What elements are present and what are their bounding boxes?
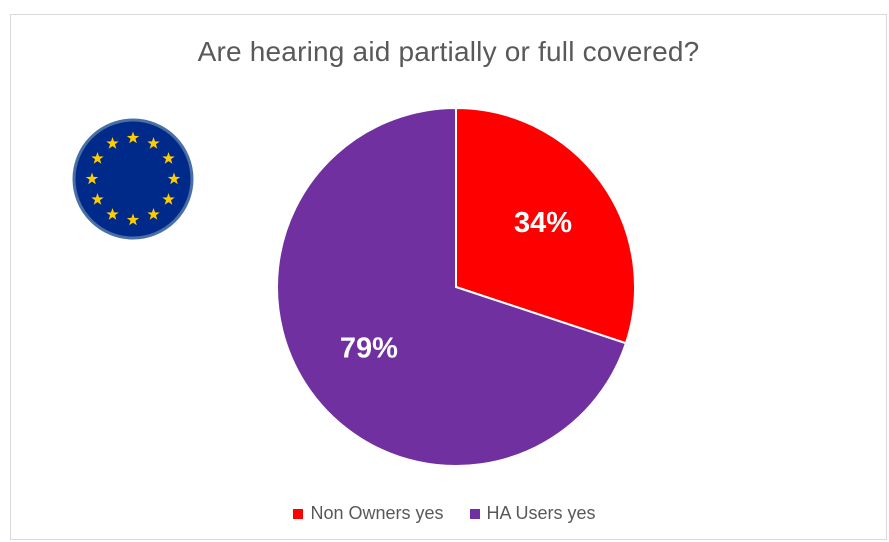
star-icon (162, 193, 175, 205)
legend-item-ha-users: HA Users yes (469, 503, 596, 524)
star-icon (147, 136, 160, 149)
legend-label-ha-users: HA Users yes (486, 503, 596, 523)
pie-labels: 34% 79% (340, 207, 572, 365)
star-icon (106, 208, 119, 220)
data-label-1: 79% (340, 333, 398, 365)
data-label-0: 34% (514, 207, 572, 239)
star-icon (91, 193, 104, 205)
star-icon (106, 136, 119, 149)
legend-swatch-non-owners (293, 508, 304, 519)
legend: Non Owners yes HA Users yes (0, 503, 889, 524)
star-icon (162, 152, 175, 164)
pie-slice-0 (455, 106, 636, 345)
legend-label-non-owners: Non Owners yes (310, 503, 444, 523)
eu-flag-icon (72, 118, 194, 240)
legend-item-non-owners: Non Owners yes (293, 503, 444, 524)
star-icon (85, 172, 99, 185)
chart-title: Are hearing aid partially or full covere… (197, 36, 700, 67)
star-icon (167, 172, 181, 185)
legend-swatch-ha-users (469, 508, 480, 519)
star-icon (147, 208, 160, 220)
star-icon (126, 131, 140, 144)
star-icon (91, 152, 104, 164)
pie-slices (276, 106, 636, 467)
star-icon (126, 213, 140, 226)
eu-flag-disc (72, 118, 194, 240)
pie-slice-1 (276, 106, 628, 467)
